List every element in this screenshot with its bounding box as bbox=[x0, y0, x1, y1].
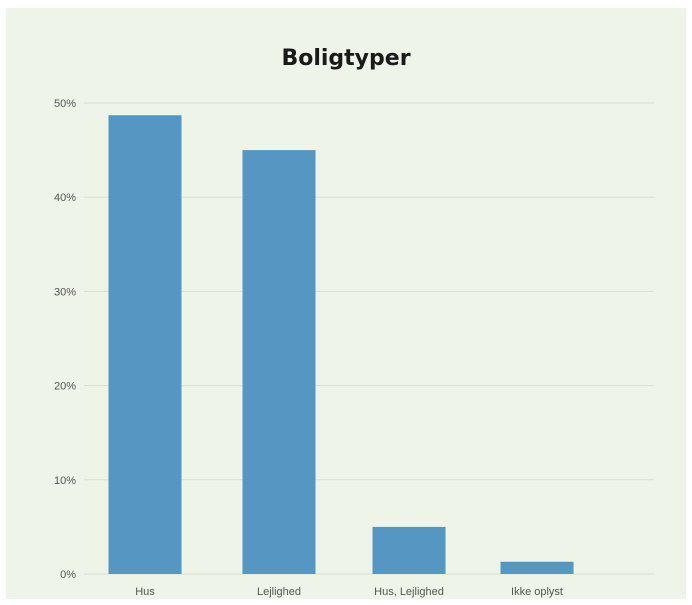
x-tick-label: Lejlighed bbox=[257, 586, 301, 598]
bar-hus-lejlighed bbox=[372, 526, 446, 574]
chart-card: Boligtyper 0% 10% 20% 30% 40% 50% Hus Lejlighe… bbox=[6, 8, 686, 599]
chart-title: Boligtyper bbox=[281, 46, 411, 71]
y-tick-label: 0% bbox=[60, 569, 76, 581]
bar-hus bbox=[108, 115, 182, 574]
y-tick-label: 10% bbox=[54, 475, 76, 487]
y-tick-label: 50% bbox=[54, 98, 76, 110]
y-tick-label: 20% bbox=[54, 381, 76, 393]
bar-chart: 0% 10% 20% 30% 40% 50% Hus Lejlighed Hus, Lejli… bbox=[54, 98, 654, 598]
bars bbox=[108, 115, 574, 574]
x-tick-label: Ikke oplyst bbox=[511, 586, 563, 598]
bar-lejlighed bbox=[242, 150, 316, 574]
y-axis-ticks: 0% 10% 20% 30% 40% 50% bbox=[54, 98, 76, 581]
y-tick-label: 30% bbox=[54, 286, 76, 298]
bar-ikke-oplyst bbox=[500, 561, 574, 574]
x-tick-label: Hus bbox=[135, 586, 155, 598]
x-tick-label: Hus, Lejlighed bbox=[374, 586, 444, 598]
x-axis-ticks: Hus Lejlighed Hus, Lejlighed Ikke oplyst bbox=[135, 586, 563, 598]
y-tick-label: 40% bbox=[54, 192, 76, 204]
